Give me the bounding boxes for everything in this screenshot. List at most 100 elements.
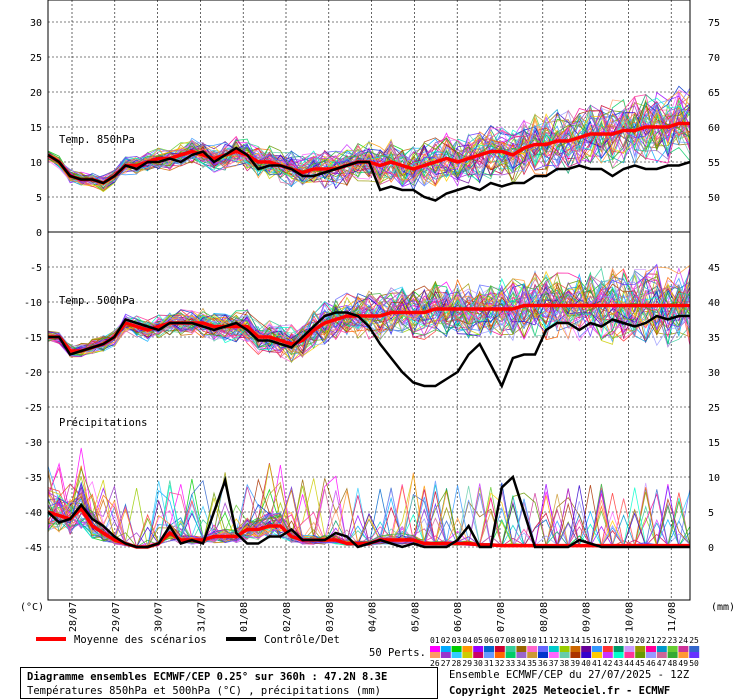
pert-swatch [559, 652, 570, 658]
pert-swatch [430, 652, 440, 658]
y-tick-low: -35 [24, 473, 42, 484]
y-tick-850: 10 [30, 158, 42, 169]
y-tick-low: -30 [24, 438, 42, 449]
panel-precip-label: Précipitations [59, 417, 148, 429]
right-unit-label: (mm) [711, 602, 735, 613]
pert-number: 39 [570, 659, 580, 668]
control-line-precip [47, 474, 690, 549]
pert-swatch [516, 646, 527, 652]
pert-number: 49 [678, 659, 688, 668]
pert-number: 40 [581, 659, 591, 668]
x-tick-label: 30/07 [154, 602, 165, 632]
pert-swatch [646, 652, 656, 658]
pert-swatch [678, 652, 689, 658]
pert-swatch [635, 646, 646, 652]
y-tick-850-right: 55 [708, 158, 720, 169]
copyright: Copyright 2025 Meteociel.fr - ECMWF [449, 685, 671, 697]
pert-swatch [473, 646, 484, 652]
pert-number: 20 [635, 636, 645, 645]
y-tick-850-right: 65 [708, 88, 720, 99]
y-tick-low: -40 [24, 508, 42, 519]
y-tick-850-right: 60 [708, 123, 720, 134]
pert-number: 36 [538, 659, 548, 668]
perturbation-line [47, 104, 691, 189]
pert-swatch [494, 652, 505, 658]
y-tick-850: 0 [36, 228, 42, 239]
panel-850-label: Temp. 850hPa [59, 134, 135, 146]
pert-swatch [440, 646, 451, 652]
pert-number: 04 [462, 636, 472, 645]
pert-swatch [613, 646, 624, 652]
pert-swatch [484, 646, 494, 652]
pert-number: 03 [452, 636, 462, 645]
pert-swatch [667, 652, 678, 658]
chart-subtitle: Températures 850hPa et 500hPa (°C) , pré… [27, 685, 382, 697]
y-tick-precip: 10 [708, 473, 720, 484]
pert-number: 38 [560, 659, 570, 668]
pert-number: 42 [603, 659, 613, 668]
run-info: Ensemble ECMWF/CEP du 27/07/2025 - 12Z [449, 669, 690, 681]
pert-swatch [602, 652, 613, 658]
pert-number: 35 [527, 659, 537, 668]
perturbation-line [47, 91, 691, 191]
pert-number: 16 [592, 636, 602, 645]
y-tick-precip: 0 [708, 543, 714, 554]
pert-swatch [505, 646, 516, 652]
x-tick-label: 09/08 [582, 602, 593, 632]
y-tick-850-right: 75 [708, 18, 720, 29]
pert-number: 10 [527, 636, 537, 645]
pert-swatch [451, 652, 462, 658]
pert-swatch [570, 646, 581, 652]
perturbation-line [47, 98, 691, 185]
y-tick-850-right: 50 [708, 193, 720, 204]
pert-swatch [689, 652, 700, 658]
x-tick-label: 31/07 [196, 602, 207, 632]
pert-swatch [548, 652, 559, 658]
plot-frame [47, 0, 691, 601]
y-tick-precip: 15 [708, 438, 720, 449]
perturbation-line [47, 267, 691, 354]
pert-number: 06 [484, 636, 494, 645]
x-tick-label: 10/08 [624, 602, 635, 632]
x-tick-label: 03/08 [325, 602, 336, 632]
x-tick-label: 07/08 [496, 602, 507, 632]
pert-number: 45 [635, 659, 645, 668]
y-tick-850: 20 [30, 88, 42, 99]
chart-axes: 28/07 29/07 30/07 31/07 01/08 02/08 03/08 04/08… [24, 0, 720, 632]
perturbation-line [47, 485, 691, 548]
legend-perts-label: 50 Perts. [369, 647, 426, 659]
perturbation-line [47, 488, 691, 548]
pert-number: 17 [603, 636, 613, 645]
pert-swatch [613, 652, 624, 658]
pert-swatch [548, 646, 559, 652]
y-tick-500: -25 [24, 403, 42, 414]
pert-swatch [635, 652, 646, 658]
x-tick-label: 06/08 [453, 602, 464, 632]
pert-swatch [581, 652, 592, 658]
pert-number: 18 [614, 636, 624, 645]
x-tick-label: 28/07 [68, 602, 79, 632]
x-tick-label: 01/08 [239, 602, 250, 632]
pert-number: 05 [473, 636, 483, 645]
pert-number: 34 [516, 659, 526, 668]
pert-number: 09 [516, 636, 526, 645]
control-line-850 [47, 146, 691, 202]
pert-swatch [505, 652, 516, 658]
pert-number: 13 [560, 636, 570, 645]
perturbation-line [47, 487, 691, 548]
pert-swatch [538, 652, 548, 658]
y-tick-500: -5 [30, 263, 42, 274]
pert-swatch [430, 646, 440, 652]
pert-swatch [592, 646, 602, 652]
pert-swatch [570, 652, 581, 658]
panel-500-label: Temp. 500hPa [59, 295, 135, 307]
perturbation-line [47, 279, 691, 351]
pert-number: 12 [549, 636, 559, 645]
pert-number: 30 [473, 659, 483, 668]
pert-swatch [581, 646, 592, 652]
perturbation-line [47, 268, 691, 354]
pert-swatch [592, 652, 602, 658]
perturbation-line [47, 487, 691, 548]
pert-swatch [624, 646, 635, 652]
run-info-block: Ensemble ECMWF/CEP du 27/07/2025 - 12Z C… [449, 667, 689, 699]
